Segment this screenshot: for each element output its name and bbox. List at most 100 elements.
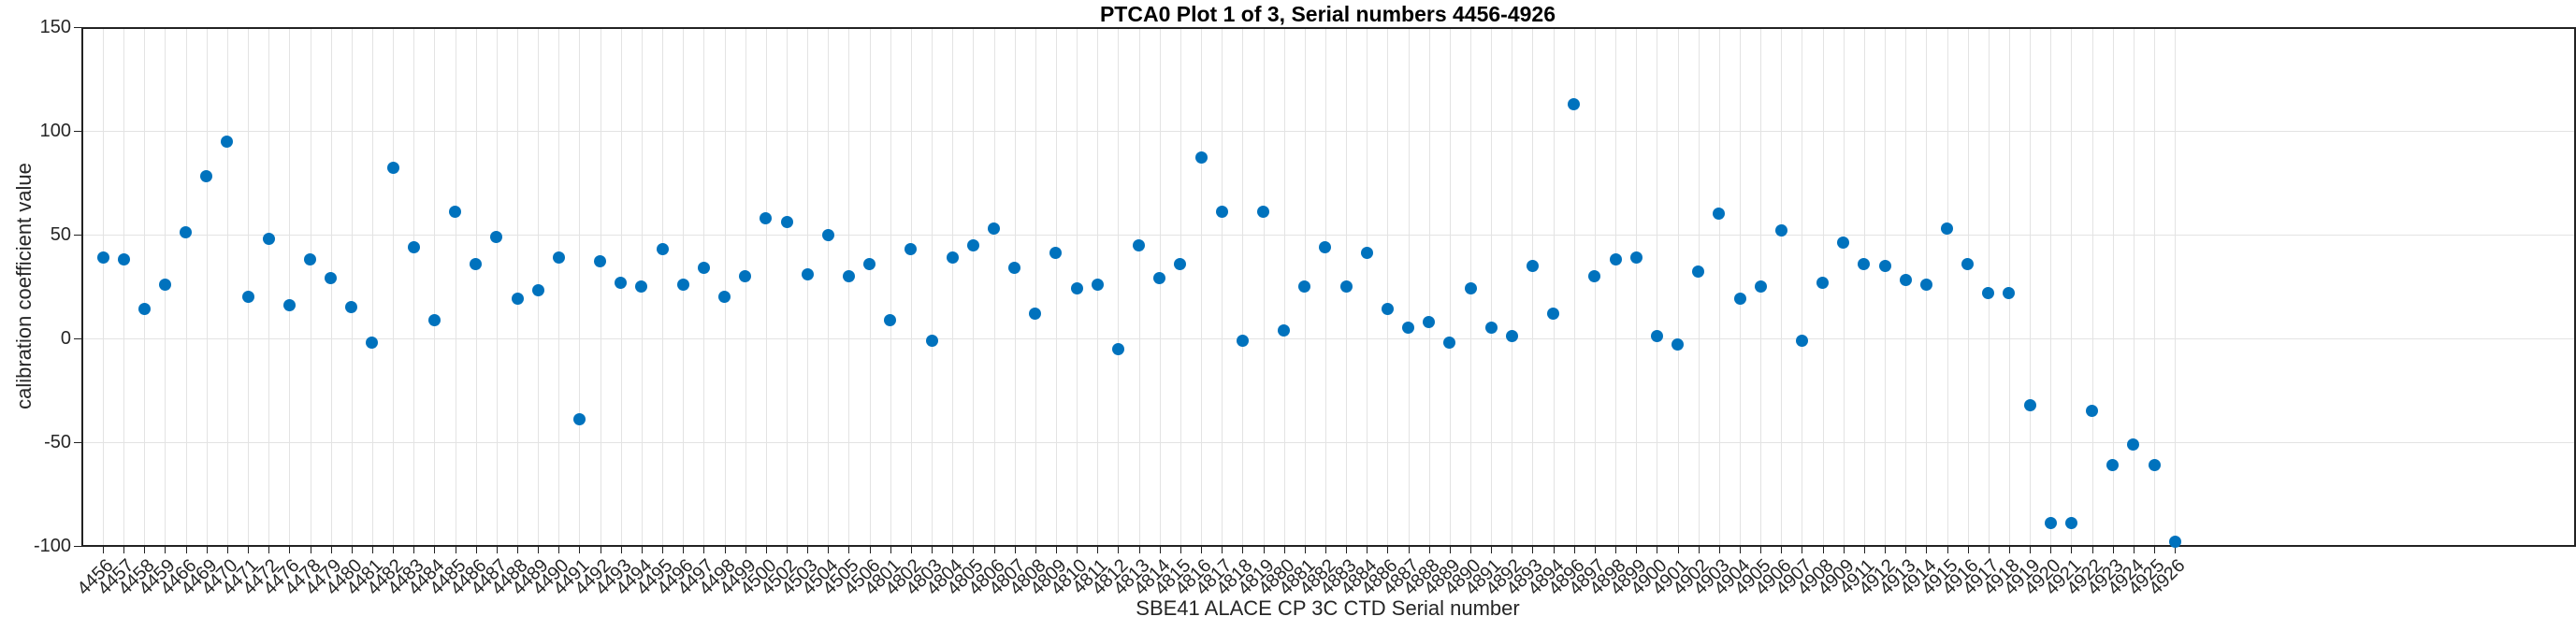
data-point <box>1360 247 1373 260</box>
y-tick <box>74 27 81 28</box>
x-tick <box>807 547 809 553</box>
data-point <box>407 240 420 253</box>
x-tick <box>1014 547 1016 553</box>
x-tick <box>1159 547 1161 553</box>
x-tick <box>745 547 746 553</box>
data-point <box>137 303 151 316</box>
x-tick <box>496 547 498 553</box>
x-grid-line <box>1014 28 1016 546</box>
data-point <box>2106 458 2120 471</box>
x-grid-line <box>1179 28 1181 546</box>
x-tick <box>1222 547 1223 553</box>
data-point <box>1402 322 1415 335</box>
data-point <box>1941 222 1954 235</box>
x-grid-line <box>2091 28 2093 546</box>
x-tick <box>869 547 871 553</box>
x-grid-line <box>1159 28 1161 546</box>
x-tick <box>952 547 954 553</box>
data-point <box>2023 398 2036 411</box>
data-point <box>1381 303 1394 316</box>
y-grid-line <box>82 131 2574 132</box>
x-grid-line <box>1118 28 1120 546</box>
x-grid-line <box>1843 28 1845 546</box>
x-tick <box>890 547 891 553</box>
data-point <box>1713 208 1726 221</box>
data-point <box>946 251 959 264</box>
x-grid-line <box>745 28 746 546</box>
y-tick <box>74 131 81 132</box>
data-point <box>1816 276 1830 289</box>
data-point <box>2127 437 2140 451</box>
x-tick <box>434 547 436 553</box>
x-tick <box>1324 547 1326 553</box>
x-tick <box>1594 547 1596 553</box>
y-tick-label: 0 <box>60 328 71 349</box>
x-grid-line <box>1573 28 1575 546</box>
data-point <box>842 269 855 282</box>
x-tick <box>2133 547 2135 553</box>
data-point <box>1174 257 1187 270</box>
data-point <box>96 251 109 264</box>
data-point <box>200 170 213 183</box>
data-point <box>2044 517 2057 530</box>
data-point <box>2086 405 2099 418</box>
x-tick <box>1885 547 1887 553</box>
x-grid-line <box>2133 28 2135 546</box>
x-tick <box>1179 547 1181 553</box>
x-grid-line <box>973 28 975 546</box>
data-point <box>1339 280 1353 293</box>
data-point <box>1547 307 1560 320</box>
x-tick <box>1740 547 1741 553</box>
x-grid-line <box>910 28 912 546</box>
x-tick <box>2008 547 2010 553</box>
x-grid-line <box>1698 28 1700 546</box>
x-grid-line <box>1408 28 1410 546</box>
x-grid-line <box>1324 28 1326 546</box>
x-tick <box>1304 547 1306 553</box>
data-point <box>1091 278 1104 291</box>
x-tick <box>787 547 789 553</box>
y-tick-label: 50 <box>50 224 71 245</box>
x-tick <box>2050 547 2052 553</box>
x-tick <box>683 547 685 553</box>
data-point <box>1568 97 1581 110</box>
data-point <box>1153 272 1166 285</box>
data-point <box>117 253 130 266</box>
x-tick <box>1408 547 1410 553</box>
x-tick <box>1573 547 1575 553</box>
x-grid-line <box>1615 28 1617 546</box>
data-point <box>1049 247 1063 260</box>
x-grid-line <box>2071 28 2073 546</box>
x-grid-line <box>2050 28 2052 546</box>
x-tick <box>1118 547 1120 553</box>
x-grid-line <box>2175 28 2177 546</box>
x-grid-line <box>558 28 560 546</box>
x-tick <box>1698 547 1700 553</box>
x-tick <box>1553 547 1555 553</box>
x-grid-line <box>351 28 353 546</box>
x-tick <box>558 547 560 553</box>
data-point <box>1257 206 1269 219</box>
x-tick <box>1055 547 1057 553</box>
x-grid-line <box>1718 28 1720 546</box>
x-grid-line <box>1367 28 1368 546</box>
data-point <box>552 251 565 264</box>
data-point <box>1692 265 1705 279</box>
data-point <box>1505 330 1518 343</box>
x-grid-line <box>2112 28 2114 546</box>
data-point <box>262 232 275 245</box>
x-tick <box>517 547 519 553</box>
chart-title: PTCA0 Plot 1 of 3, Serial numbers 4456-4… <box>1099 2 1556 26</box>
data-point <box>635 280 648 293</box>
x-tick <box>413 547 415 553</box>
data-point <box>1484 322 1498 335</box>
x-grid-line <box>848 28 850 546</box>
data-point <box>221 135 234 148</box>
data-point <box>1650 330 1663 343</box>
x-grid-line <box>1594 28 1596 546</box>
data-point <box>615 276 628 289</box>
axis-top-spine <box>81 27 2574 29</box>
x-tick <box>1677 547 1679 553</box>
x-grid-line <box>1781 28 1783 546</box>
